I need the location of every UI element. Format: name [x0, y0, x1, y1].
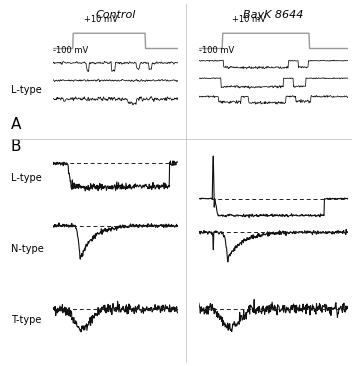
Text: L-type: L-type: [11, 172, 42, 183]
Text: -100 mV: -100 mV: [53, 46, 88, 55]
Text: +10 mV: +10 mV: [84, 15, 118, 24]
Text: A: A: [11, 117, 21, 132]
Text: +10 mV: +10 mV: [231, 15, 266, 24]
Text: BayK 8644: BayK 8644: [243, 10, 304, 20]
Text: B: B: [11, 139, 21, 154]
Text: -100 mV: -100 mV: [199, 46, 234, 55]
Text: T-type: T-type: [11, 315, 41, 325]
Text: N-type: N-type: [11, 244, 43, 254]
Text: Control: Control: [95, 10, 136, 20]
Text: L-type: L-type: [11, 85, 42, 95]
